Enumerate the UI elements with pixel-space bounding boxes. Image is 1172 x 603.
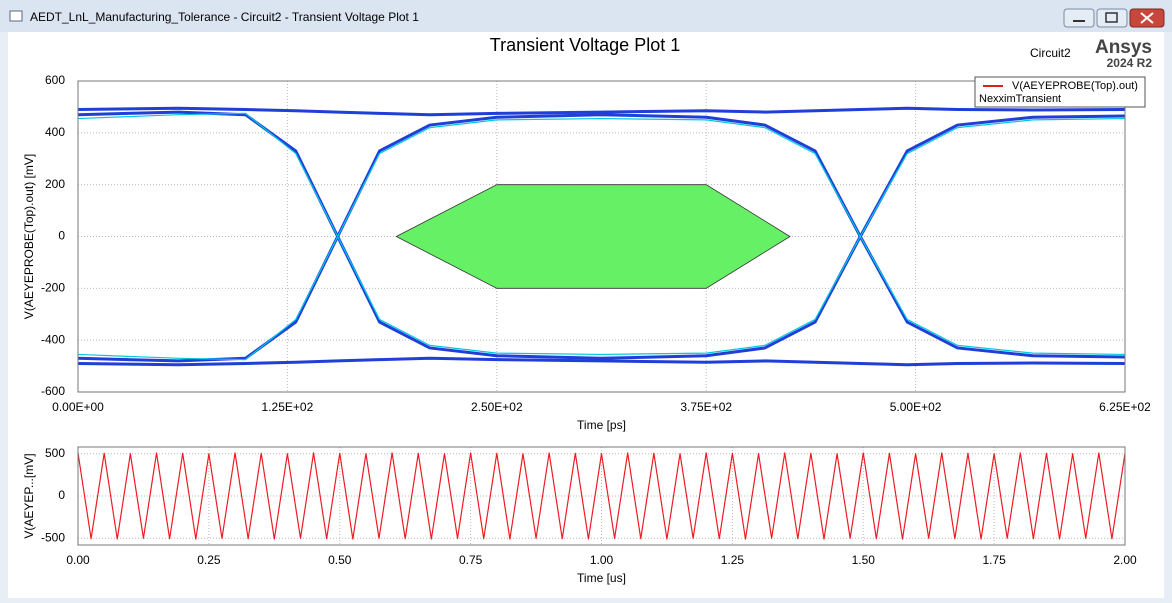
x-tick-label: 2.00 (1113, 553, 1137, 567)
x-tick-label: 5.00E+02 (890, 400, 942, 414)
x-tick-label: 1.50 (852, 553, 876, 567)
x-axis-label: Time [ps] (577, 418, 626, 432)
plot-border (77, 80, 1126, 393)
legend-box (974, 76, 1146, 108)
trace (77, 452, 1126, 540)
close-icon (1140, 12, 1154, 24)
trace (77, 356, 1126, 367)
maximize-button[interactable] (1096, 8, 1128, 28)
app-icon (9, 10, 23, 22)
minimize-button[interactable] (1063, 8, 1095, 28)
x-tick-label: 0.50 (328, 553, 352, 567)
maximize-icon (1105, 12, 1118, 23)
trace (77, 112, 1126, 356)
y-axis-label: V(AEYEP...[mV] (22, 453, 36, 538)
x-tick-label: 0.00E+00 (52, 400, 104, 414)
trace (77, 113, 1126, 363)
eye-diagram: -600 -400 -200 0 200 400 600 0.00E+00 1.25E+02 2.… (22, 35, 1152, 432)
y-tick-label: 0 (58, 488, 65, 502)
x-tick-label: 1.00 (590, 553, 614, 567)
x-tick-label: 1.25 (721, 553, 745, 567)
y-tick-label: 0 (58, 229, 65, 243)
x-tick-label: 3.75E+02 (680, 400, 732, 414)
x-tick-label: 0.75 (459, 553, 483, 567)
waveform-plot: -500 0 500 0.00 0.25 0.50 0.75 1.00 1.25 1.50 1.75… (22, 446, 1137, 585)
chart-title: Transient Voltage Plot 1 (490, 35, 680, 55)
y-tick-label: 600 (45, 73, 65, 87)
trace (77, 117, 1126, 361)
window-title: AEDT_LnL_Manufacturing_Tolerance - Circu… (30, 10, 419, 24)
legend-source: NexximTransient (979, 93, 1061, 105)
y-tick-label: 200 (45, 177, 65, 191)
y-tick-label: -600 (41, 384, 65, 398)
x-tick-label: 0.25 (197, 553, 221, 567)
x-tick-label: 0.00 (66, 553, 90, 567)
x-tick-label: 1.25E+02 (262, 400, 314, 414)
trace (77, 106, 1126, 117)
brand: Ansys (1095, 37, 1152, 58)
y-tick-label: 400 (45, 125, 65, 139)
y-tick-label: -200 (41, 281, 65, 295)
x-axis-label: Time [us] (577, 571, 626, 585)
legend-label: V(AEYEPROBE(Top).out) (1012, 80, 1138, 92)
version: 2024 R2 (1107, 56, 1153, 70)
trace (77, 110, 1126, 360)
plot-border (77, 446, 1126, 546)
design-name: Circuit2 (1030, 46, 1071, 60)
eye-mask (395, 184, 791, 289)
y-tick-label: -400 (41, 332, 65, 346)
x-tick-label: 1.75 (982, 553, 1006, 567)
title-bar (0, 0, 1172, 32)
y-tick-label: 500 (45, 446, 65, 460)
x-tick-label: 2.50E+02 (471, 400, 523, 414)
y-axis-label: V(AEYEPROBE(Top).out) [mV] (22, 154, 36, 319)
y-tick-label: -500 (41, 530, 65, 544)
x-tick-label: 6.25E+02 (1099, 400, 1151, 414)
